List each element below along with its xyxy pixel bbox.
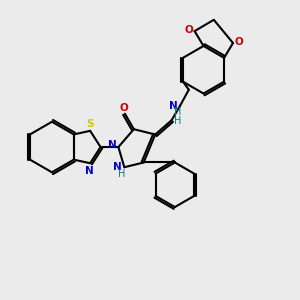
Text: O: O (120, 103, 129, 113)
Text: H: H (174, 116, 182, 126)
Text: S: S (86, 119, 94, 129)
Text: N: N (113, 162, 122, 172)
Text: N: N (169, 101, 178, 111)
Text: O: O (184, 25, 193, 34)
Text: H: H (118, 169, 126, 179)
Text: N: N (85, 166, 94, 176)
Text: O: O (235, 37, 243, 46)
Text: N: N (108, 140, 117, 150)
Text: H: H (174, 107, 181, 117)
